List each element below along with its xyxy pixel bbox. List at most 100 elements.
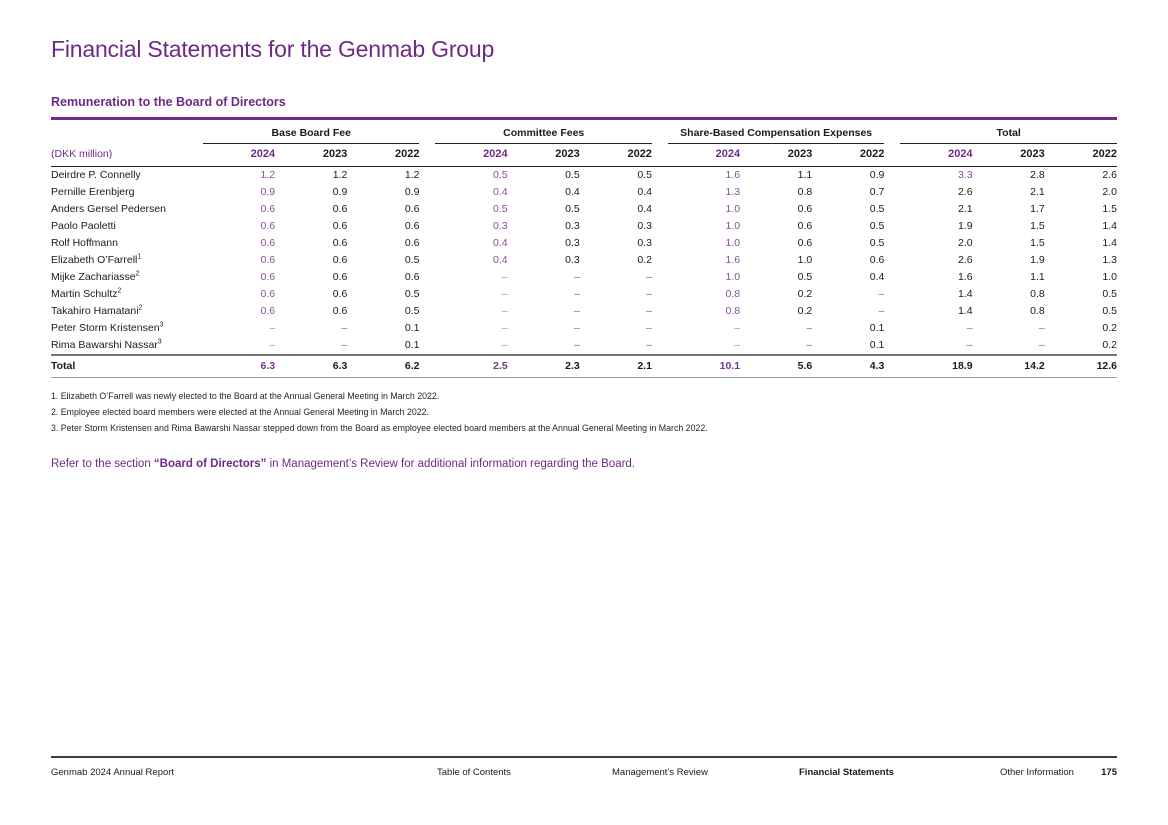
page-title: Financial Statements for the Genmab Grou… bbox=[51, 36, 495, 62]
cell-value: 1.0 bbox=[797, 254, 813, 266]
cell-value: – bbox=[573, 339, 580, 351]
cell-value: 0.1 bbox=[404, 322, 420, 334]
cell-value: 0.8 bbox=[1030, 288, 1045, 300]
reference-note-suffix: in Management’s Review for additional in… bbox=[266, 458, 636, 470]
column-gap bbox=[884, 167, 900, 185]
column-gap bbox=[884, 269, 900, 286]
cell-value: 0.6 bbox=[404, 220, 420, 232]
row-label: Takahiro Hamatani2 bbox=[51, 304, 143, 318]
cell-value: 1.0 bbox=[725, 203, 741, 215]
cell-value: – bbox=[341, 339, 348, 351]
cell-value: 2.6 bbox=[957, 254, 973, 266]
cell-value: 2.6 bbox=[957, 186, 973, 198]
table-row: Deirdre P. Connelly 1.2 1.2 1.2 0.5 0.5 0.5 1.6… bbox=[51, 167, 1117, 185]
cell-value: 1.4 bbox=[1102, 220, 1117, 232]
column-gap bbox=[652, 235, 668, 252]
cell-value: 0.2 bbox=[797, 288, 813, 300]
group-gap bbox=[884, 119, 900, 144]
cell-value: 2.1 bbox=[579, 354, 652, 378]
cell-value: 0.9 bbox=[869, 169, 885, 181]
column-gap bbox=[419, 269, 435, 286]
table-row: Martin Schultz2 0.6 0.6 0.5 – – – 0.8 0.2 – 1.4 0.8… bbox=[51, 286, 1117, 303]
column-gap bbox=[652, 184, 668, 201]
table-row: Anders Gersel Pedersen 0.6 0.6 0.6 0.5 0.5 0.4… bbox=[51, 201, 1117, 218]
footer-nav-other-information[interactable]: Other Information bbox=[1000, 767, 1074, 778]
column-gap bbox=[884, 218, 900, 235]
cell-value: – bbox=[269, 339, 276, 351]
cell-value: 0.6 bbox=[332, 271, 348, 283]
cell-value: 0.2 bbox=[1102, 322, 1117, 334]
cell-value: 0.6 bbox=[869, 254, 885, 266]
cell-value: 0.8 bbox=[797, 186, 813, 198]
cell-value: 0.3 bbox=[637, 220, 652, 232]
cell-value: 0.8 bbox=[725, 288, 741, 300]
cell-value: 0.5 bbox=[637, 169, 652, 181]
cell-value: 0.6 bbox=[797, 237, 813, 249]
column-gap bbox=[419, 235, 435, 252]
group-gap bbox=[652, 119, 668, 144]
cell-value: 0.5 bbox=[565, 203, 580, 215]
cell-value: 1.0 bbox=[725, 237, 741, 249]
cell-value: 2.0 bbox=[1102, 186, 1117, 198]
reference-note-bold: “Board of Directors” bbox=[153, 458, 267, 470]
cell-value: 2.6 bbox=[1102, 169, 1117, 181]
cell-value: 0.6 bbox=[332, 254, 348, 266]
group-header-committee-fees: Committee Fees bbox=[435, 118, 652, 144]
footer-nav-financial-statements[interactable]: Financial Statements bbox=[799, 767, 895, 778]
year-header-2023: 2023 bbox=[507, 143, 580, 167]
cell-value: 0.3 bbox=[565, 220, 580, 232]
footnote-3: 3. Peter Storm Kristensen and Rima Bawar… bbox=[51, 423, 708, 433]
group-gap bbox=[884, 143, 901, 167]
cell-value: 0.1 bbox=[869, 339, 885, 351]
cell-value: 1.6 bbox=[725, 254, 741, 266]
cell-value: 0.5 bbox=[493, 203, 508, 215]
cell-value: 0.6 bbox=[260, 203, 276, 215]
cell-value: 1.4 bbox=[957, 305, 973, 317]
column-gap bbox=[419, 337, 435, 355]
cell-value: – bbox=[878, 288, 885, 300]
cell-value: 0.2 bbox=[1102, 339, 1117, 351]
cell-value: – bbox=[573, 305, 580, 317]
table-row: Elizabeth O’Farrell1 0.6 0.6 0.5 0.4 0.3 0.2 1.… bbox=[51, 252, 1117, 269]
cell-value: – bbox=[806, 322, 813, 334]
year-header-2024: 2024 bbox=[667, 143, 741, 167]
cell-value: 1.1 bbox=[797, 169, 813, 181]
cell-value: 1.2 bbox=[404, 169, 420, 181]
year-header-2022: 2022 bbox=[812, 143, 885, 167]
column-gap bbox=[884, 337, 900, 355]
group-gap bbox=[419, 119, 435, 144]
cell-value: 1.2 bbox=[332, 169, 348, 181]
footer-nav-managements-review[interactable]: Management’s Review bbox=[612, 767, 708, 778]
table-row: Takahiro Hamatani2 0.6 0.6 0.5 – – – 0.8 0.2 – 1.4… bbox=[51, 303, 1117, 320]
cell-value: 0.8 bbox=[1030, 305, 1045, 317]
cell-value: 2.1 bbox=[1030, 186, 1045, 198]
cell-value: 0.5 bbox=[869, 220, 885, 232]
cell-value: 1.4 bbox=[957, 288, 973, 300]
cell-value: – bbox=[573, 288, 580, 300]
column-gap bbox=[652, 167, 668, 185]
cell-value: 0.5 bbox=[1102, 305, 1117, 317]
cell-value: 2.5 bbox=[435, 354, 508, 378]
group-header-share-based-compensation: Share-Based Compensation Expenses bbox=[667, 118, 885, 144]
column-gap bbox=[652, 320, 668, 337]
column-gap bbox=[652, 252, 668, 269]
cell-value: – bbox=[646, 322, 652, 334]
year-header-2023: 2023 bbox=[275, 143, 348, 167]
cell-value: – bbox=[501, 322, 508, 334]
cell-value: 18.9 bbox=[900, 354, 973, 378]
cell-value: 0.8 bbox=[725, 305, 741, 317]
footer-nav-table-of-contents[interactable]: Table of Contents bbox=[437, 767, 511, 778]
row-label: Anders Gersel Pedersen bbox=[51, 203, 166, 215]
cell-value: 0.2 bbox=[637, 254, 652, 266]
column-gap bbox=[884, 354, 901, 378]
cell-value: 0.1 bbox=[869, 322, 885, 334]
column-gap bbox=[652, 218, 668, 235]
cell-value: 0.6 bbox=[404, 203, 420, 215]
cell-value: 1.5 bbox=[1030, 237, 1045, 249]
row-label: Total bbox=[51, 354, 203, 378]
cell-value: 12.6 bbox=[1044, 354, 1117, 378]
cell-value: – bbox=[966, 322, 973, 334]
cell-value: – bbox=[646, 305, 652, 317]
cell-value: 0.6 bbox=[332, 288, 348, 300]
